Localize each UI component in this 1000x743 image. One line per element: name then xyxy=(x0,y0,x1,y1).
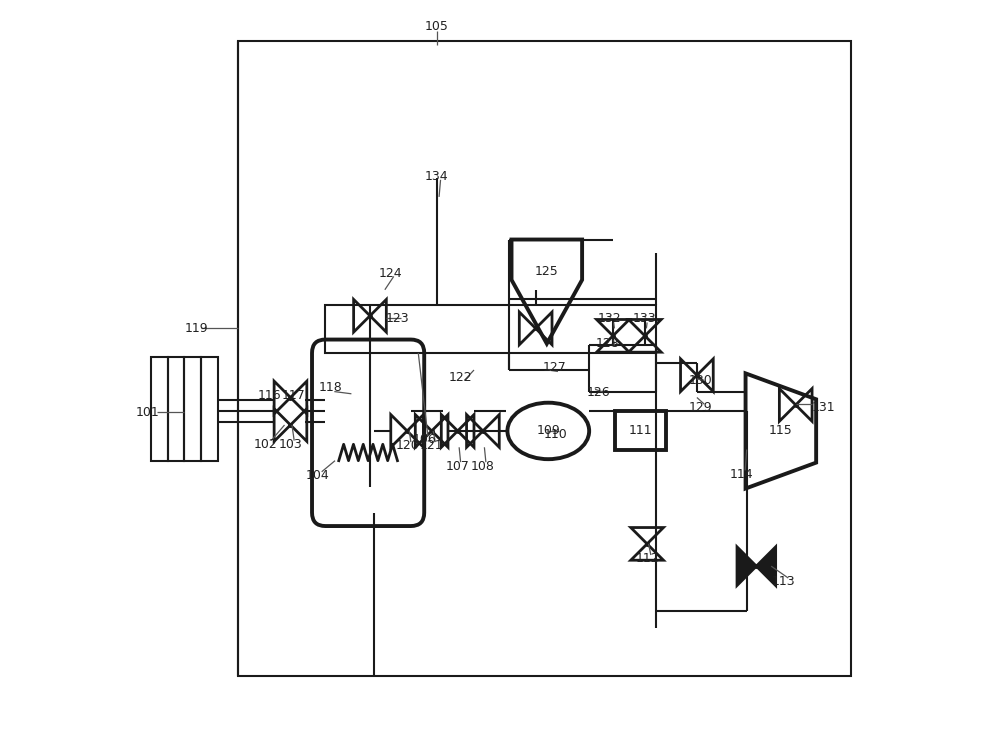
Bar xyxy=(615,411,666,450)
Text: 107: 107 xyxy=(446,460,470,473)
Text: 122: 122 xyxy=(449,371,472,384)
Text: 119: 119 xyxy=(185,322,209,335)
Text: 124: 124 xyxy=(378,267,402,280)
Text: 132: 132 xyxy=(598,311,622,325)
Bar xyxy=(201,357,218,461)
Bar xyxy=(184,357,201,461)
Bar xyxy=(325,305,656,353)
Polygon shape xyxy=(756,547,776,585)
Text: 116: 116 xyxy=(258,389,281,402)
Text: 101: 101 xyxy=(135,406,159,419)
Text: 120: 120 xyxy=(395,439,419,452)
Text: 110: 110 xyxy=(544,428,568,441)
Bar xyxy=(238,41,851,676)
Polygon shape xyxy=(737,547,756,585)
Text: 129: 129 xyxy=(689,400,712,414)
Text: 105: 105 xyxy=(425,19,449,33)
Text: 126: 126 xyxy=(586,386,610,399)
Text: 112: 112 xyxy=(635,552,659,565)
Text: 130: 130 xyxy=(689,374,712,387)
Text: 134: 134 xyxy=(425,170,449,184)
Text: 131: 131 xyxy=(811,400,835,414)
Text: 109: 109 xyxy=(536,424,560,438)
Text: 117: 117 xyxy=(282,389,305,402)
Text: 111: 111 xyxy=(629,424,652,437)
Text: 128: 128 xyxy=(596,337,620,350)
Text: 125: 125 xyxy=(535,265,559,278)
Text: 123: 123 xyxy=(386,311,409,325)
Text: 114: 114 xyxy=(730,467,753,481)
Text: 104: 104 xyxy=(306,469,330,482)
Text: 108: 108 xyxy=(471,460,495,473)
Text: 133: 133 xyxy=(633,311,657,325)
Text: 118: 118 xyxy=(319,381,342,395)
Bar xyxy=(151,357,168,461)
Text: 102: 102 xyxy=(253,438,277,451)
Text: 127: 127 xyxy=(542,361,566,374)
Text: 113: 113 xyxy=(772,574,796,588)
Bar xyxy=(168,357,184,461)
Text: 106: 106 xyxy=(412,433,436,447)
Text: 121: 121 xyxy=(420,439,443,452)
Text: 115: 115 xyxy=(769,424,793,438)
Text: 103: 103 xyxy=(279,438,302,451)
